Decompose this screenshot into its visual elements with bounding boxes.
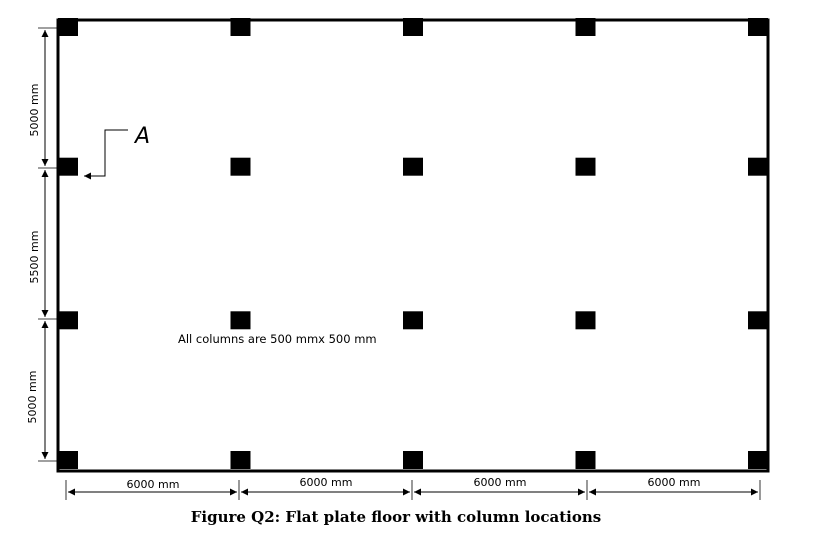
dim-label-y-3: 5000 mm bbox=[26, 371, 39, 424]
horizontal-dimensions: 6000 mm 6000 mm 6000 mm 6000 mm bbox=[65, 476, 761, 500]
dim-label-x-3: 6000 mm bbox=[474, 476, 527, 489]
column-r2-c2 bbox=[230, 157, 251, 176]
column-size-note: All columns are 500 mmx 500 mm bbox=[178, 332, 377, 346]
column-r2-c5 bbox=[748, 157, 768, 176]
dim-label-x-4: 6000 mm bbox=[648, 476, 701, 489]
column-r3-c5 bbox=[748, 311, 768, 330]
column-r1-c5 bbox=[748, 18, 768, 36]
figure-caption: Figure Q2: Flat plate floor with column … bbox=[191, 508, 601, 526]
column-r4-c2 bbox=[230, 451, 251, 469]
column-a-callout: A bbox=[84, 124, 150, 180]
slab-outline bbox=[56, 18, 770, 473]
column-r2-c3 bbox=[403, 157, 423, 176]
dim-label-y-1: 5000 mm bbox=[28, 84, 41, 137]
leader-line bbox=[84, 129, 128, 180]
column-r3-c4 bbox=[575, 311, 596, 330]
column-r3-c3 bbox=[403, 311, 423, 330]
column-r3-c2 bbox=[230, 311, 251, 330]
column-r4-c1 bbox=[58, 451, 78, 469]
column-r4-c5 bbox=[748, 451, 768, 469]
vertical-dimensions: 5000 mm 5500 mm 5000 mm bbox=[26, 27, 58, 462]
column-r3-c1 bbox=[58, 311, 78, 330]
column-r1-c3 bbox=[403, 18, 423, 36]
dim-label-x-1: 6000 mm bbox=[127, 478, 180, 491]
dim-label-x-2: 6000 mm bbox=[300, 476, 353, 489]
column-r4-c3 bbox=[403, 451, 423, 469]
columns-group bbox=[58, 18, 768, 469]
column-r1-c1 bbox=[58, 18, 78, 36]
column-a-label: A bbox=[133, 124, 150, 149]
column-r1-c2 bbox=[230, 18, 251, 36]
column-r1-c4 bbox=[575, 18, 596, 36]
column-r4-c4 bbox=[575, 451, 596, 469]
column-r2-c4 bbox=[575, 157, 596, 176]
dim-label-y-2: 5500 mm bbox=[28, 231, 41, 284]
column-r2-c1 bbox=[58, 157, 78, 176]
